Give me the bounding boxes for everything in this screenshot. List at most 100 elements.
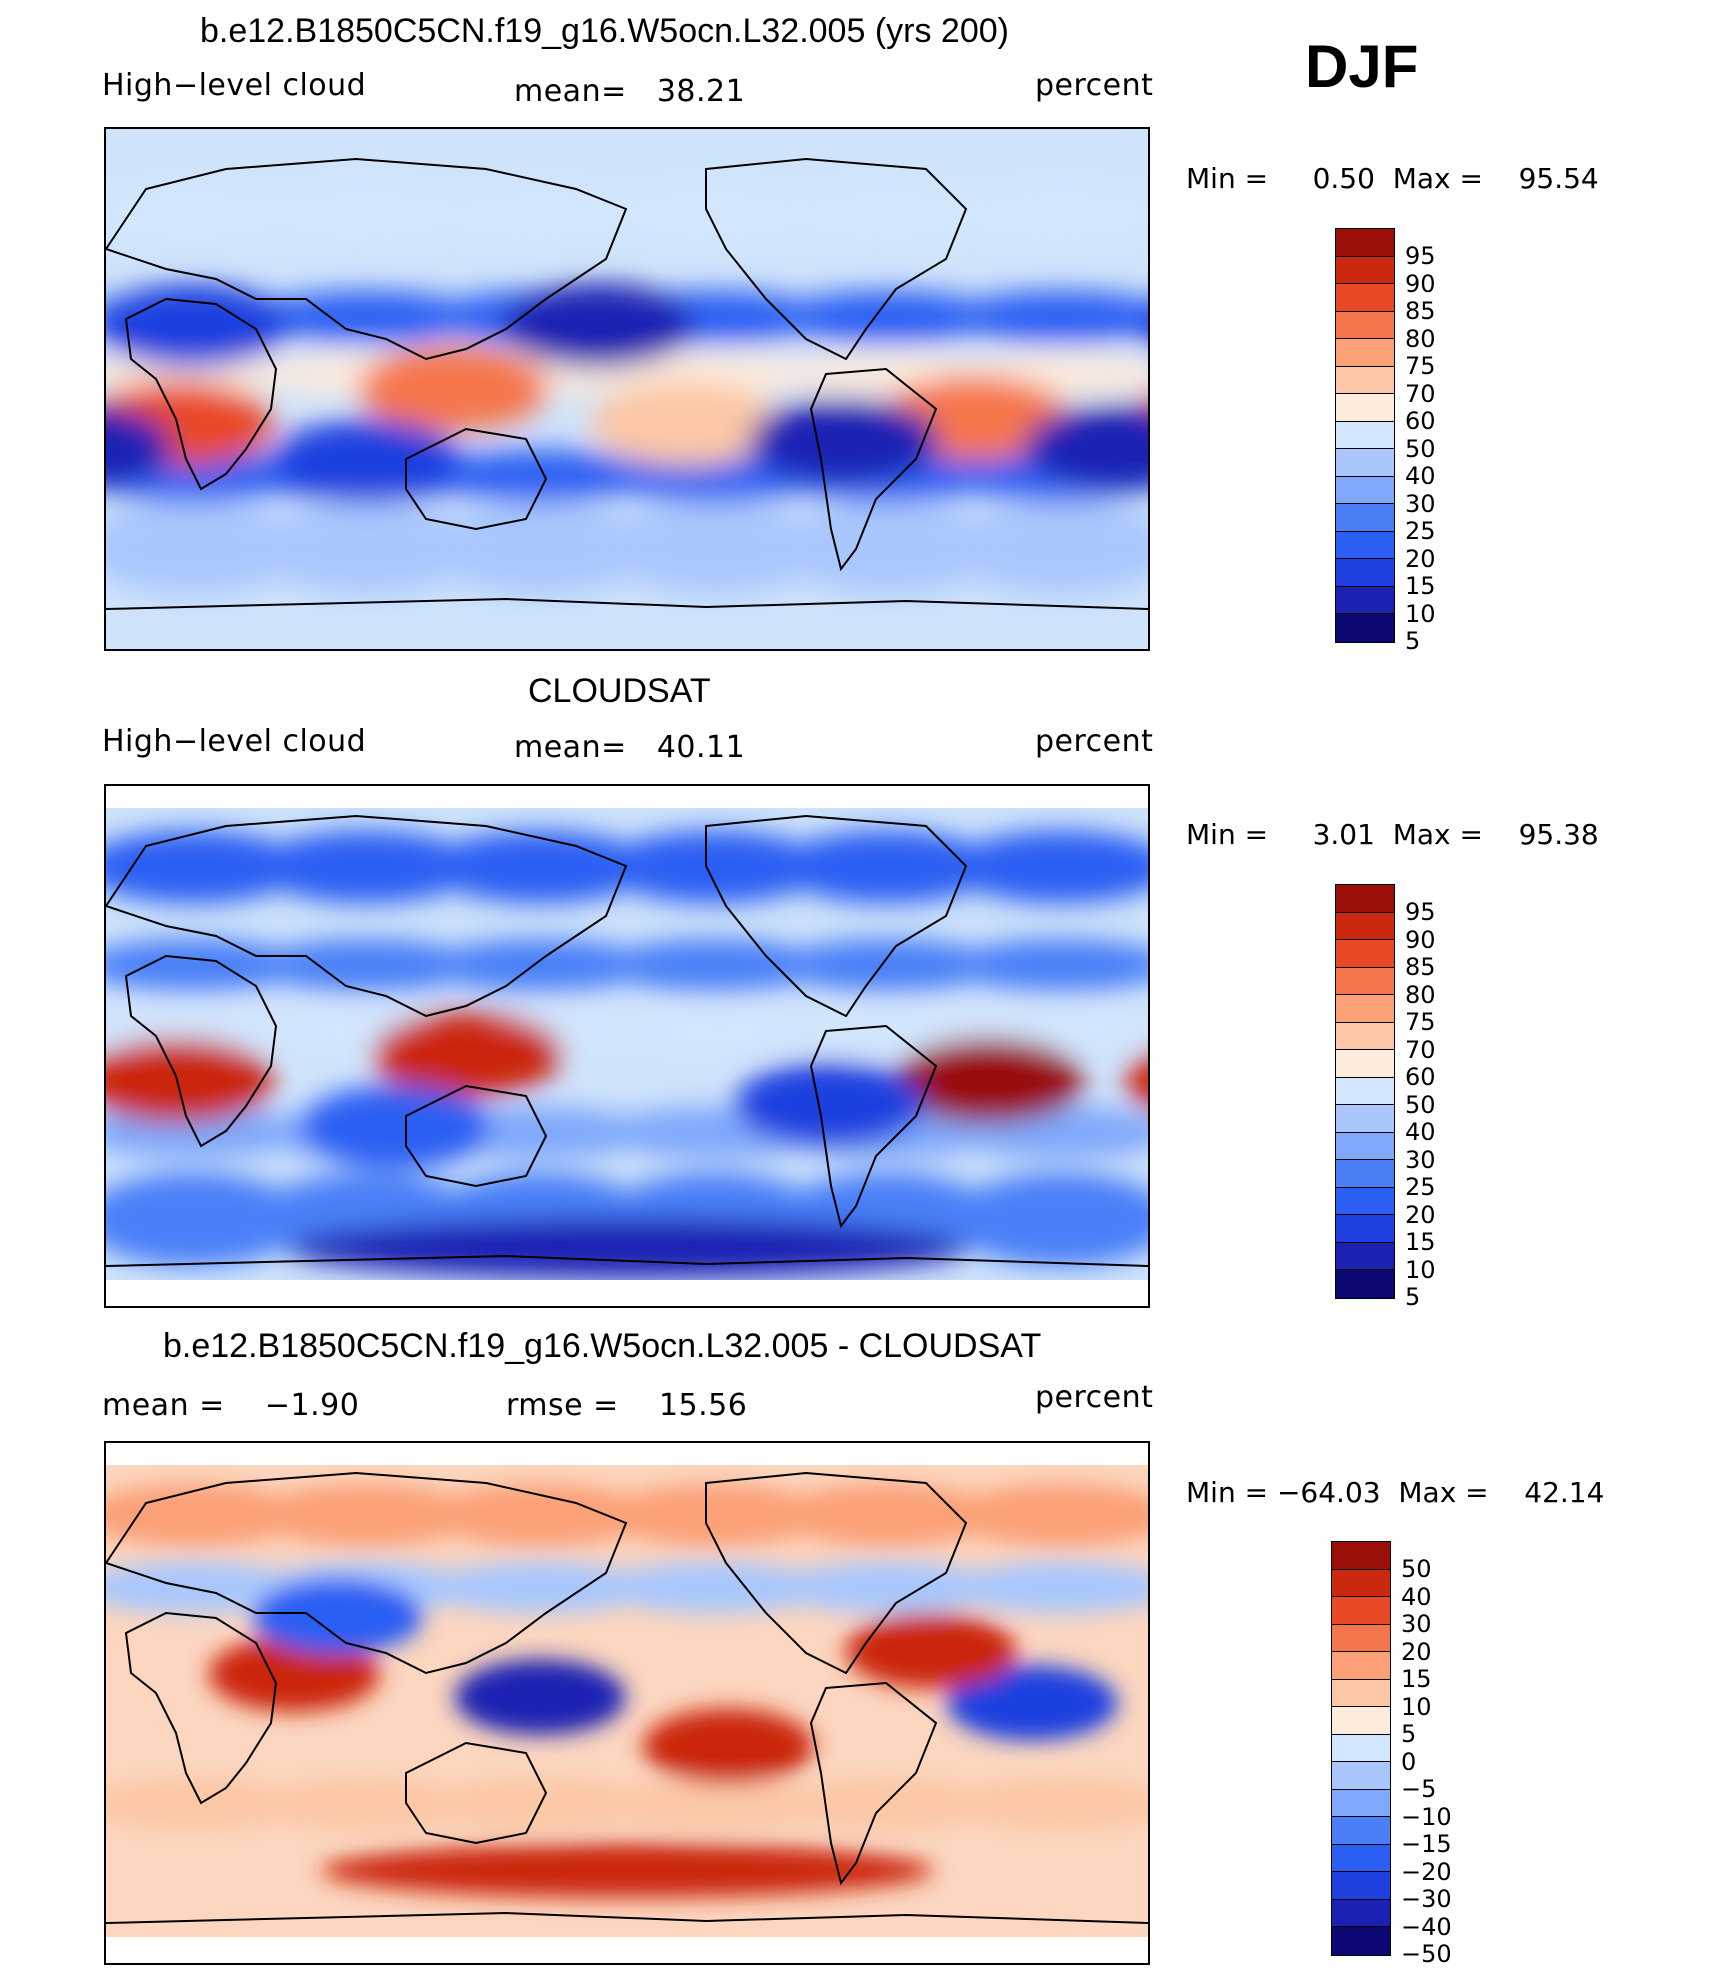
coastline-3-2: [405, 1741, 548, 1845]
p2-feature-3: [734, 1061, 925, 1146]
coastline-1-3: [705, 157, 968, 361]
colorbar-swatch: [1332, 1789, 1390, 1817]
colorbar-tick-label: 10: [1405, 599, 1436, 628]
colorbar-tick-label: 15: [1405, 1228, 1436, 1256]
panel-2-map: [104, 784, 1150, 1308]
colorbar-swatch: [1336, 614, 1394, 642]
panel-1-map: [104, 127, 1150, 651]
p2-band-4-4: [777, 1010, 998, 1053]
colorbar-tick-label: 30: [1405, 489, 1436, 518]
colorbar-swatch: [1336, 476, 1394, 504]
p2-band-0-6: [106, 1172, 303, 1267]
p2-feature-wrap-1: [1125, 1053, 1148, 1108]
panel-3-field: [106, 1465, 1148, 1937]
p2-band-1-3: [603, 830, 824, 904]
panel-2-colorbar: [1335, 884, 1395, 1299]
p2-band-1-6: [106, 830, 303, 904]
colorbar-tick-label: 30: [1401, 1610, 1432, 1638]
panel-2-min-value: 3.01: [1312, 818, 1375, 851]
colorbar-swatch: [1336, 559, 1394, 587]
p2-band-2-5: [951, 939, 1148, 992]
p1-band-0-1: [256, 501, 477, 595]
colorbar-tick-label: −10: [1401, 1802, 1452, 1831]
p2-band-2-1: [256, 939, 477, 992]
panel-3-mean-label: mean =: [102, 1388, 225, 1423]
panel-2-minmax: Min = 3.01 Max = 95.38: [1186, 818, 1599, 851]
colorbar-tick-label: 0: [1401, 1747, 1417, 1776]
panel-3-min-value: −64.03: [1276, 1476, 1381, 1509]
p3-feature-6: [252, 1578, 424, 1655]
panel-2-max-value: 95.38: [1518, 818, 1599, 851]
panel-1-mean: mean= 38.21: [514, 74, 745, 109]
panel-3-mean: mean = −1.90: [102, 1388, 359, 1423]
colorbar-swatch: [1336, 1215, 1394, 1243]
p1-band-0-2: [430, 501, 651, 595]
colorbar-tick-label: 15: [1401, 1665, 1432, 1693]
colorbar-tick-label: 20: [1401, 1637, 1432, 1666]
p3-band-2-6: [106, 1484, 303, 1547]
colorbar-swatch: [1336, 1160, 1394, 1188]
colorbar-tick-label: 90: [1405, 925, 1436, 954]
panel-2-title: CLOUDSAT: [528, 672, 711, 710]
panel-3-max-value: 42.14: [1524, 1476, 1605, 1509]
colorbar-tick-label: 25: [1405, 1173, 1436, 1201]
coastline-3-5: [106, 1911, 1148, 1924]
coastline-2-2: [405, 1084, 548, 1188]
panel-1-mean-value: 38.21: [656, 74, 746, 109]
colorbar-tick-label: 10: [1401, 1692, 1432, 1721]
p1-band-1-5: [951, 179, 1148, 253]
colorbar-tick-label: 5: [1405, 627, 1421, 655]
colorbar-swatch: [1336, 531, 1394, 559]
panel-3-units: percent: [1035, 1380, 1154, 1415]
colorbar-swatch: [1336, 912, 1394, 940]
p2-band-0-5: [951, 1172, 1148, 1267]
p3-band-2-2: [430, 1484, 651, 1547]
colorbar-tick-label: 85: [1405, 297, 1436, 325]
colorbar-swatch: [1336, 504, 1394, 532]
colorbar-swatch: [1336, 339, 1394, 367]
p3-band-1-4: [777, 1778, 998, 1831]
colorbar-tick-label: −40: [1401, 1912, 1452, 1941]
panel-3-map: [104, 1441, 1150, 1965]
colorbar-swatch: [1332, 1569, 1390, 1597]
p1-feature-3: [589, 381, 780, 466]
p2-band-2-2: [430, 939, 651, 992]
p1-band-1-3: [603, 179, 824, 253]
p3-band-0-6: [106, 1561, 303, 1614]
panel-1-units: percent: [1035, 68, 1154, 103]
colorbar-swatch: [1336, 1242, 1394, 1270]
colorbar-swatch: [1336, 229, 1394, 257]
colorbar-tick-label: 20: [1405, 1200, 1436, 1229]
p1-feature-5: [749, 399, 940, 483]
colorbar-tick-label: 95: [1405, 242, 1436, 270]
colorbar-tick-label: 15: [1405, 572, 1436, 600]
panel-2-max-label: Max =: [1392, 818, 1483, 851]
panel-2-field: [106, 808, 1148, 1280]
p2-feature-0: [372, 1012, 563, 1097]
colorbar-tick-label: 85: [1405, 953, 1436, 981]
panel-3-rmse-label: rmse =: [506, 1388, 619, 1423]
colorbar-tick-label: 70: [1405, 1035, 1436, 1064]
panel-1-min-label: Min =: [1186, 162, 1269, 195]
panel-1-min-value: 0.50: [1312, 162, 1375, 195]
coastline-2-3: [705, 814, 968, 1018]
panel-2-mean-value: 40.11: [656, 730, 746, 765]
p1-band-0-3: [603, 501, 824, 595]
p2-band-1-1: [256, 830, 477, 904]
colorbar-tick-label: 75: [1405, 1008, 1436, 1036]
colorbar-tick-label: 40: [1401, 1582, 1432, 1611]
panel-2-units: percent: [1035, 724, 1154, 759]
colorbar-tick-label: 60: [1405, 1063, 1436, 1091]
p3-band-1-3: [603, 1778, 824, 1831]
p2-band-1-2: [430, 830, 651, 904]
colorbar-swatch: [1336, 586, 1394, 614]
p2-feature-1: [106, 1038, 274, 1123]
p2-feature-4: [287, 1218, 967, 1279]
p1-band-1-4: [777, 179, 998, 253]
panel-1-field: [106, 157, 1148, 610]
p1-band-0-5: [951, 501, 1148, 595]
p3-band-0-3: [603, 1561, 824, 1614]
panel-3-min-label: Min =: [1186, 1476, 1269, 1509]
colorbar-swatch: [1332, 1542, 1390, 1570]
panel-2-variable-label: High−level cloud: [102, 724, 367, 759]
